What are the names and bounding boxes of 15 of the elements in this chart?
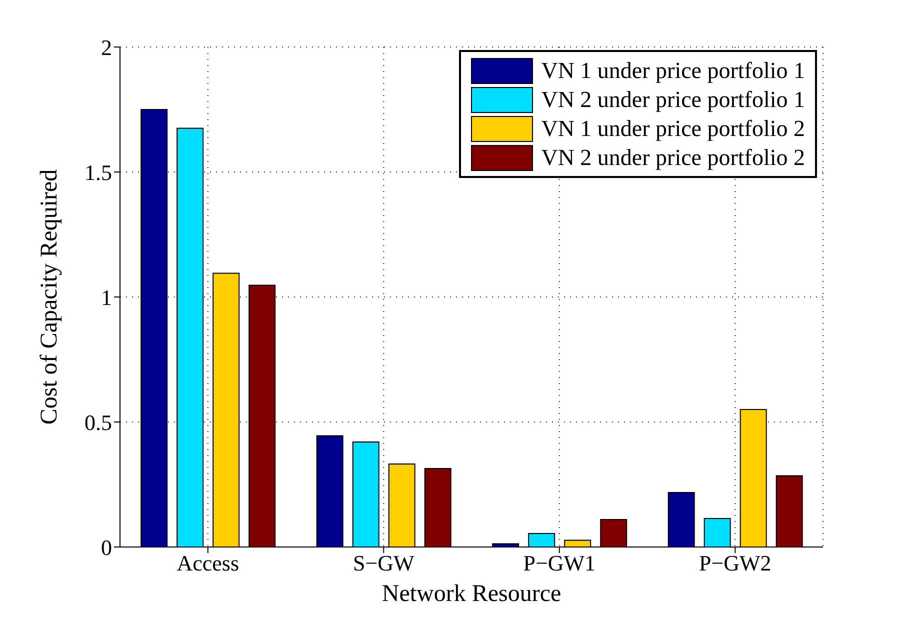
legend-label: VN 1 under price portfolio 1 bbox=[541, 57, 805, 85]
x-tick-label: P−GW2 bbox=[698, 550, 772, 576]
x-tick-label: S−GW bbox=[352, 550, 415, 576]
y-axis-title: Cost of Capacity Required bbox=[36, 169, 63, 425]
x-tick-label: P−GW1 bbox=[523, 550, 596, 576]
y-tick-label: 2 bbox=[101, 34, 112, 60]
y-tick-label: 0 bbox=[101, 534, 112, 560]
legend-label: VN 1 under price portfolio 2 bbox=[541, 115, 805, 143]
y-tick-label: 1 bbox=[101, 284, 112, 310]
x-axis-title: Network Resource bbox=[382, 581, 562, 607]
y-tick-label: 0.5 bbox=[84, 410, 112, 435]
legend-label: VN 2 under price portfolio 1 bbox=[541, 86, 805, 114]
x-tick-label: Access bbox=[176, 550, 240, 576]
legend-label: VN 2 under price portfolio 2 bbox=[541, 144, 805, 172]
y-tick-label: 1.5 bbox=[84, 160, 112, 185]
